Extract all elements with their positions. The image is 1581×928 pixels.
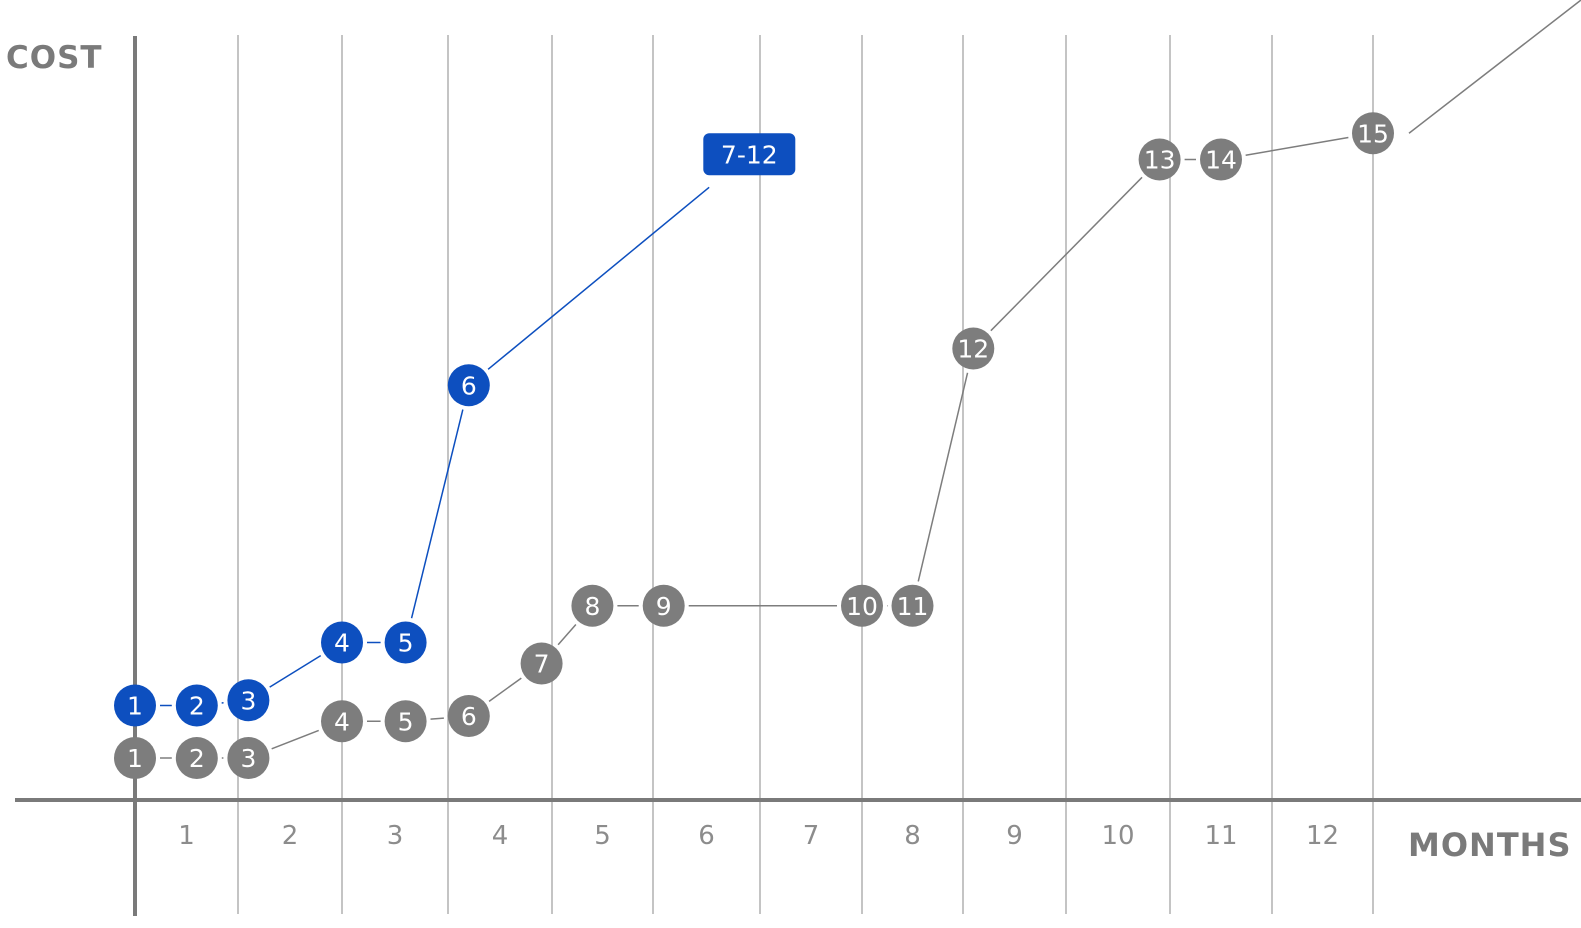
series-marker-label: 4: [334, 707, 350, 736]
x-tick-label: 9: [1006, 821, 1023, 851]
series-connector: [272, 730, 319, 748]
x-tick-label: 7: [803, 821, 820, 851]
series-connector: [918, 373, 967, 582]
series-connector: [558, 625, 576, 645]
x-tick-label: 4: [492, 821, 509, 851]
series-connector: [412, 410, 463, 619]
series-marker-label: 4: [334, 629, 350, 658]
x-tick-label: 2: [282, 821, 299, 851]
series-marker-label: 2: [189, 692, 205, 721]
series-marker-label: 9: [656, 592, 672, 621]
series-marker-label: 11: [897, 592, 929, 621]
series-connector: [489, 678, 521, 701]
y-axis-label: COST: [6, 40, 103, 76]
series-marker-label: 13: [1144, 146, 1176, 175]
series-marker-label: 1: [127, 692, 143, 721]
x-tick-label: 3: [387, 821, 404, 851]
series-connector: [431, 718, 444, 719]
series-marker-label: 2: [189, 744, 205, 773]
x-tick-label: 11: [1204, 821, 1237, 851]
series-marker-label: 1: [127, 744, 143, 773]
x-tick-label: 12: [1306, 821, 1339, 851]
series-connector: [488, 187, 709, 369]
series-continuation: [1409, 0, 1581, 133]
x-tick-label: 5: [594, 821, 611, 851]
series-marker-label: 6: [461, 371, 477, 400]
series-marker-label: 7: [534, 650, 550, 679]
series-marker-label: 3: [240, 686, 256, 715]
series-connector: [1246, 138, 1349, 156]
series-marker-label: 12: [957, 335, 989, 364]
series-connector: [270, 656, 321, 687]
series-marker-label: 5: [398, 707, 414, 736]
x-axis-label: MONTHS: [1408, 826, 1571, 864]
series-marker-label: 7-12: [721, 140, 778, 169]
series-marker-label: 15: [1357, 119, 1389, 148]
x-tick-label: 8: [904, 821, 921, 851]
series-marker-label: 5: [398, 629, 414, 658]
series-marker-label: 8: [584, 592, 600, 621]
series-marker-label: 14: [1205, 146, 1237, 175]
series-marker-label: 3: [240, 744, 256, 773]
series-marker-label: 6: [461, 702, 477, 731]
x-tick-label: 1: [178, 821, 195, 851]
x-tick-label: 10: [1101, 821, 1134, 851]
x-tick-label: 6: [698, 821, 715, 851]
series-marker-label: 10: [846, 592, 878, 621]
